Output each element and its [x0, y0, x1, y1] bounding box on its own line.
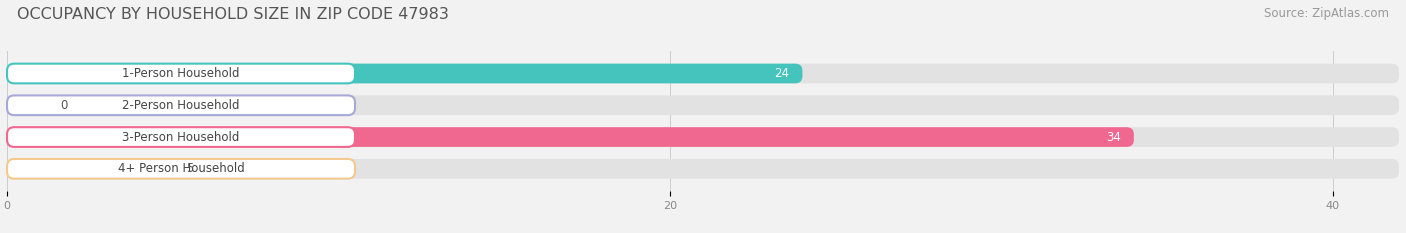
Text: 2-Person Household: 2-Person Household [122, 99, 240, 112]
Text: 34: 34 [1105, 130, 1121, 144]
FancyBboxPatch shape [7, 159, 1399, 179]
Text: OCCUPANCY BY HOUSEHOLD SIZE IN ZIP CODE 47983: OCCUPANCY BY HOUSEHOLD SIZE IN ZIP CODE … [17, 7, 449, 22]
Text: 5: 5 [186, 162, 194, 175]
FancyBboxPatch shape [7, 64, 803, 83]
FancyBboxPatch shape [7, 127, 1399, 147]
FancyBboxPatch shape [7, 159, 173, 179]
FancyBboxPatch shape [7, 96, 1399, 115]
FancyBboxPatch shape [7, 64, 354, 83]
Text: 4+ Person Household: 4+ Person Household [118, 162, 245, 175]
FancyBboxPatch shape [7, 96, 354, 115]
FancyBboxPatch shape [7, 127, 1133, 147]
FancyBboxPatch shape [7, 159, 354, 179]
Text: 24: 24 [775, 67, 789, 80]
Text: 0: 0 [60, 99, 67, 112]
FancyBboxPatch shape [7, 64, 1399, 83]
FancyBboxPatch shape [7, 96, 46, 115]
Text: 1-Person Household: 1-Person Household [122, 67, 240, 80]
Text: 3-Person Household: 3-Person Household [122, 130, 239, 144]
Text: Source: ZipAtlas.com: Source: ZipAtlas.com [1264, 7, 1389, 20]
FancyBboxPatch shape [7, 127, 354, 147]
